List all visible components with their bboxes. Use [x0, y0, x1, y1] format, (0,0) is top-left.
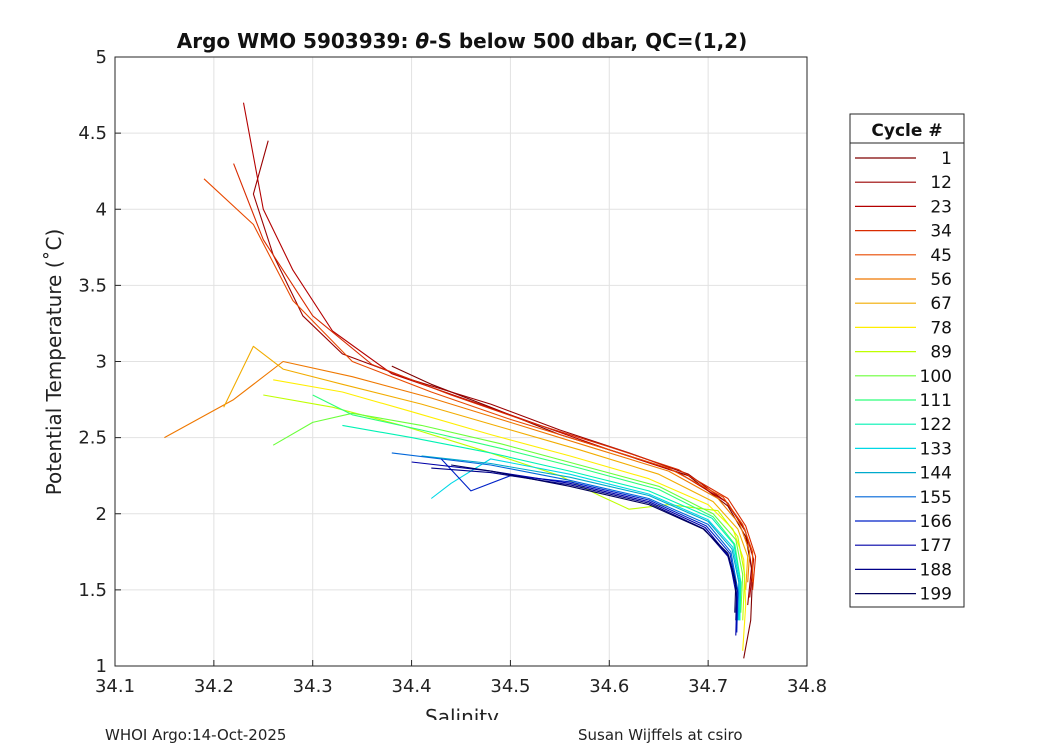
- legend-label: 100: [920, 367, 952, 387]
- legend-label: 23: [930, 197, 952, 217]
- series-line-cycle-67: [223, 345, 749, 590]
- legend-label: 56: [930, 270, 952, 290]
- footer-left: WHOI Argo:14-Oct-2025: [105, 726, 287, 744]
- legend-label: 67: [930, 294, 952, 314]
- footer-right: Susan Wijffels at csiro: [578, 726, 743, 744]
- series-line-cycle-89: [263, 394, 746, 621]
- legend: Cycle # 1 12 23 34 45 56 67 78 89 100 111 122 133 144…: [849, 113, 965, 608]
- x-tick-label: 34.1: [95, 676, 135, 697]
- series-line-cycle-133: [430, 458, 741, 621]
- series-line-cycle-199: [451, 464, 737, 613]
- series-line-cycle-155: [391, 452, 739, 628]
- x-tick-label: 34.7: [688, 676, 728, 697]
- legend-label: 12: [930, 173, 952, 193]
- y-tick-label: 1: [96, 656, 107, 677]
- legend-title: Cycle #: [871, 121, 942, 141]
- y-tick-label: 4.5: [78, 123, 107, 144]
- x-tick-label: 34.4: [392, 676, 432, 697]
- legend-label: 45: [930, 246, 952, 266]
- legend-items: 1 12 23 34 45 56 67 78 89 100 111 122 133 144 155 166 17…: [855, 149, 952, 605]
- legend-box: [849, 113, 965, 608]
- x-tick-label: 34.3: [293, 676, 333, 697]
- legend-label: 177: [920, 536, 952, 556]
- x-tick-label: 34.6: [589, 676, 629, 697]
- chart-title: Argo WMO 5903939: θ-S below 500 dbar, QC…: [177, 29, 747, 53]
- series-line-cycle-56: [164, 360, 751, 583]
- series-line-cycle-144: [421, 455, 740, 621]
- legend-label: 34: [930, 222, 952, 242]
- legend-label: 144: [920, 464, 952, 484]
- series-line-cycle-122: [342, 424, 742, 621]
- plot-lines: [164, 102, 757, 659]
- legend-label: 89: [930, 343, 952, 363]
- x-tick-label: 34.8: [787, 676, 827, 697]
- x-tick-label: 34.2: [194, 676, 234, 697]
- legend-label: 166: [920, 512, 952, 532]
- series-line-cycle-34: [233, 163, 757, 590]
- legend-label: 111: [920, 391, 952, 411]
- legend-label: 133: [920, 439, 952, 459]
- y-tick-label: 2.5: [78, 428, 107, 449]
- chart-canvas: Argo WMO 5903939: θ-S below 500 dbar, QC…: [42, 29, 965, 720]
- y-tick-label: 2: [96, 504, 107, 525]
- legend-label: 155: [920, 488, 952, 508]
- legend-label: 122: [920, 415, 952, 435]
- legend-label: 188: [920, 560, 952, 580]
- y-tick-label: 4: [96, 199, 107, 220]
- x-axis-label: Salinity: [425, 705, 499, 720]
- series-line-cycle-100: [272, 412, 744, 613]
- y-tick-label: 3: [96, 352, 107, 373]
- y-tick-label: 3.5: [78, 275, 107, 296]
- y-tick-label: 1.5: [78, 580, 107, 601]
- series-line-cycle-45: [203, 178, 754, 583]
- series-line-cycle-12: [252, 140, 753, 606]
- y-axis-label: Potential Temperature (˚C): [42, 229, 66, 496]
- legend-label: 199: [920, 585, 952, 605]
- y-tick-label: 5: [96, 47, 107, 68]
- legend-label: 78: [930, 318, 952, 338]
- legend-label: 1: [941, 149, 952, 169]
- axis-ticks: 34.1 34.2 34.3 34.4 34.5 34.6 34.7 34.811.522.5…: [78, 47, 827, 697]
- x-tick-label: 34.5: [490, 676, 530, 697]
